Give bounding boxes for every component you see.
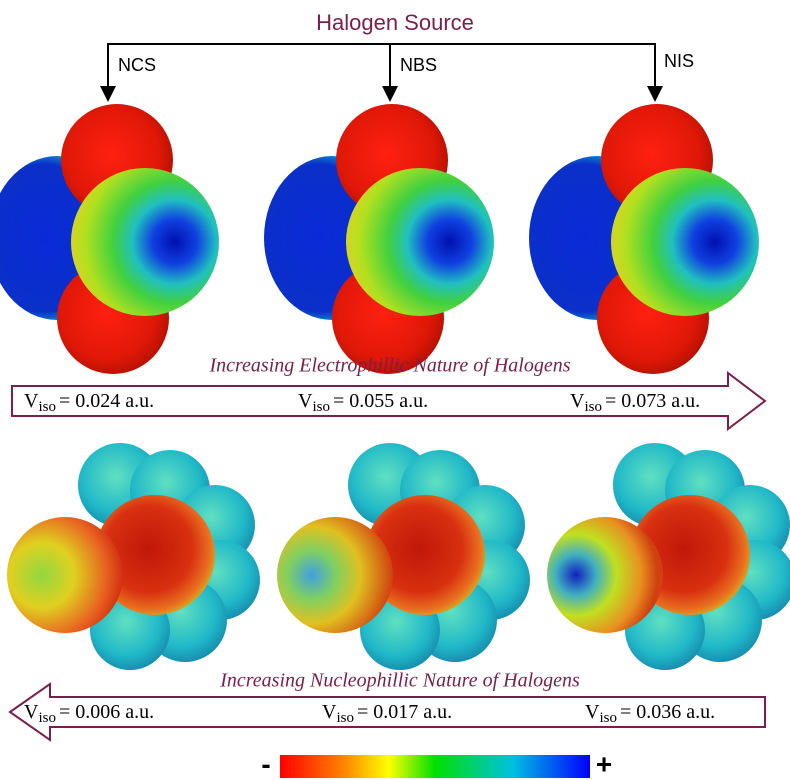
caption: Increasing Nucleophillic Nature of Halog… bbox=[219, 670, 580, 692]
symbol: V bbox=[24, 390, 39, 412]
subscript: iso bbox=[38, 399, 56, 415]
title: Halogen Source bbox=[316, 10, 474, 35]
symbol: V bbox=[24, 701, 39, 723]
symbol: V bbox=[585, 701, 600, 723]
subscript: iso bbox=[584, 399, 602, 415]
source-label: NIS bbox=[664, 51, 694, 71]
page: {"header": {"title": "Halogen Source", "… bbox=[0, 0, 790, 780]
bracket bbox=[108, 44, 655, 100]
color-scale bbox=[280, 755, 590, 778]
source-label: NCS bbox=[118, 55, 156, 75]
value: = 0.036 a.u. bbox=[620, 701, 715, 723]
subscript: iso bbox=[336, 710, 354, 726]
scale-max: + bbox=[596, 748, 612, 779]
esp-map bbox=[529, 104, 759, 374]
esp-map bbox=[264, 104, 494, 374]
value: = 0.073 a.u. bbox=[605, 390, 700, 412]
esp-map bbox=[0, 104, 219, 374]
subscript: iso bbox=[38, 710, 56, 726]
value: = 0.006 a.u. bbox=[59, 701, 154, 723]
source-label: NBS bbox=[400, 55, 437, 75]
value: = 0.017 a.u. bbox=[357, 701, 452, 723]
esp-map bbox=[547, 443, 790, 670]
subscript: iso bbox=[599, 710, 617, 726]
symbol: V bbox=[570, 390, 585, 412]
subscript: iso bbox=[312, 399, 330, 415]
figure: Halogen Source NCS NBS NIS Increasing El… bbox=[0, 0, 790, 780]
value: = 0.055 a.u. bbox=[333, 390, 428, 412]
value: = 0.024 a.u. bbox=[59, 390, 154, 412]
esp-map bbox=[277, 443, 530, 670]
arrowheads bbox=[100, 86, 663, 102]
caption: Increasing Electrophillic Nature of Halo… bbox=[208, 355, 570, 377]
symbol: V bbox=[322, 701, 337, 723]
esp-map bbox=[7, 443, 260, 670]
scale-min: - bbox=[261, 748, 270, 779]
symbol: V bbox=[298, 390, 313, 412]
